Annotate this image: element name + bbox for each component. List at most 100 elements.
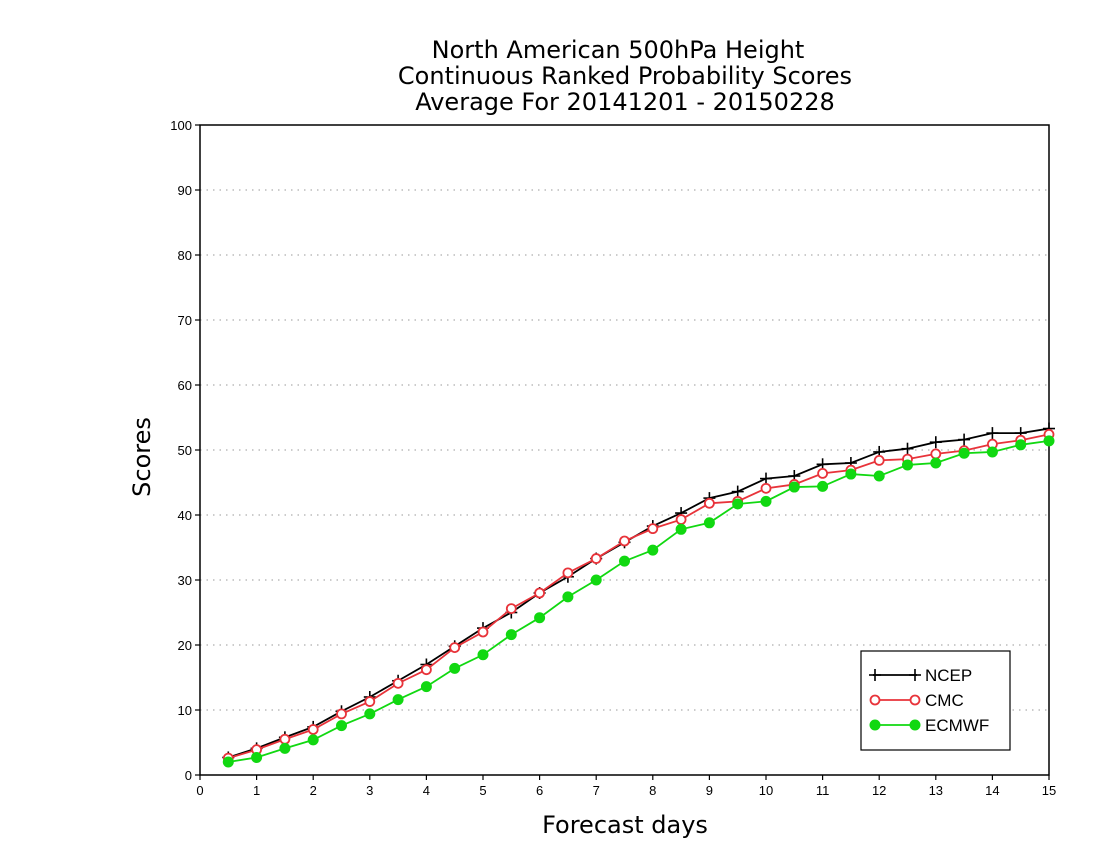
y-tick-label: 90 <box>178 183 192 198</box>
data-point-cmc <box>675 514 687 525</box>
legend-item-ecmwf: ECMWF <box>869 716 989 735</box>
title-line-1: North American 500hPa Height <box>432 36 805 64</box>
y-tick-label: 50 <box>178 443 192 458</box>
legend-marker-ncep <box>909 669 921 681</box>
legend-label: ECMWF <box>925 716 989 735</box>
legend-item-ncep: NCEP <box>869 666 972 685</box>
data-point-cmc <box>590 553 602 564</box>
data-point-ecmwf <box>336 720 347 732</box>
data-point-ecmwf <box>590 574 602 586</box>
data-point-ecmwf <box>449 662 461 674</box>
y-tick-label: 60 <box>178 378 192 393</box>
data-point-ecmwf <box>817 480 829 492</box>
x-tick-label: 10 <box>759 783 773 798</box>
series-ecmwf <box>222 435 1055 768</box>
data-point-cmc <box>704 497 715 509</box>
legend-marker-ecmwf <box>869 719 881 731</box>
legend-label: CMC <box>925 691 964 710</box>
data-point-ncep <box>760 472 772 485</box>
data-point-cmc <box>505 603 517 614</box>
x-tick-label: 9 <box>706 783 713 798</box>
series-layer <box>222 422 1055 768</box>
x-axis: 0 1 2 3 4 5 6 7 8 9 10 11 12 13 14 15 <box>196 775 1056 798</box>
x-tick-label: 6 <box>536 783 543 798</box>
series-cmc <box>222 428 1055 764</box>
data-point-ecmwf <box>873 470 885 482</box>
y-axis-title: Scores <box>128 417 156 497</box>
data-point-ecmwf <box>1015 439 1027 451</box>
x-tick-label: 1 <box>253 783 260 798</box>
legend-marker-cmc <box>909 694 921 706</box>
data-point-cmc <box>336 708 347 720</box>
x-tick-label: 3 <box>366 783 373 798</box>
data-point-ecmwf <box>703 517 715 529</box>
x-tick-label: 13 <box>929 783 943 798</box>
data-point-ecmwf <box>505 629 517 641</box>
data-point-ecmwf <box>760 495 772 507</box>
x-tick-label: 15 <box>1042 783 1056 798</box>
data-point-ecmwf <box>562 591 574 603</box>
y-tick-label: 10 <box>178 703 192 718</box>
data-point-cmc <box>477 626 489 638</box>
data-point-ecmwf <box>420 681 432 693</box>
x-tick-label: 11 <box>816 783 830 798</box>
chart-title: North American 500hPa Height Continuous … <box>398 36 852 116</box>
data-point-ecmwf <box>647 544 659 556</box>
data-point-cmc <box>279 733 291 745</box>
data-point-cmc <box>307 724 319 735</box>
y-tick-label: 70 <box>178 313 192 328</box>
y-tick-label: 0 <box>185 768 192 783</box>
data-point-cmc <box>760 482 772 494</box>
y-tick-label: 80 <box>178 248 192 263</box>
data-point-cmc <box>619 535 630 547</box>
y-tick-label: 20 <box>178 638 192 653</box>
data-point-cmc <box>420 664 432 676</box>
data-point-ecmwf <box>788 481 800 493</box>
data-point-cmc <box>817 467 828 479</box>
data-point-ncep <box>929 436 942 449</box>
title-line-2: Continuous Ranked Probability Scores <box>398 62 852 90</box>
data-point-ncep <box>958 433 971 446</box>
data-point-ecmwf <box>958 447 970 459</box>
data-point-ecmwf <box>986 446 998 458</box>
data-point-ncep <box>731 485 744 498</box>
data-point-ecmwf <box>675 523 687 535</box>
legend-label: NCEP <box>925 666 972 685</box>
data-point-ecmwf <box>307 734 319 746</box>
x-tick-label: 12 <box>872 783 886 798</box>
grid-lines <box>200 189 1049 711</box>
data-point-cmc <box>873 454 885 466</box>
x-tick-label: 4 <box>423 783 430 798</box>
data-point-cmc <box>930 448 942 460</box>
data-point-ecmwf <box>1043 435 1055 447</box>
x-tick-label: 8 <box>649 783 656 798</box>
data-point-ecmwf <box>619 555 630 567</box>
data-point-ecmwf <box>279 742 291 754</box>
data-point-ecmwf <box>534 612 546 624</box>
y-tick-label: 40 <box>178 508 192 523</box>
data-point-cmc <box>562 567 574 579</box>
data-point-ecmwf <box>392 694 404 706</box>
legend-marker-cmc <box>869 694 881 706</box>
data-point-ecmwf <box>251 751 263 763</box>
data-point-ecmwf <box>845 468 857 480</box>
x-axis-title: Forecast days <box>542 811 708 839</box>
data-point-ecmwf <box>930 457 942 469</box>
x-tick-label: 7 <box>593 783 600 798</box>
x-tick-label: 14 <box>985 783 999 798</box>
data-point-ecmwf <box>902 459 913 471</box>
data-point-ecmwf <box>364 708 376 720</box>
x-tick-label: 5 <box>479 783 486 798</box>
legend-item-cmc: CMC <box>869 691 964 710</box>
data-point-cmc <box>392 677 404 689</box>
legend: NCEP CMC ECMWF <box>860 650 1011 751</box>
data-point-ncep <box>986 427 999 440</box>
data-point-cmc <box>364 696 376 707</box>
data-point-ecmwf <box>222 756 234 768</box>
data-point-ncep <box>901 442 914 455</box>
y-tick-label: 100 <box>170 118 192 133</box>
legend-marker-ecmwf <box>909 719 921 731</box>
data-point-ecmwf <box>477 649 489 661</box>
y-tick-label: 30 <box>178 573 192 588</box>
